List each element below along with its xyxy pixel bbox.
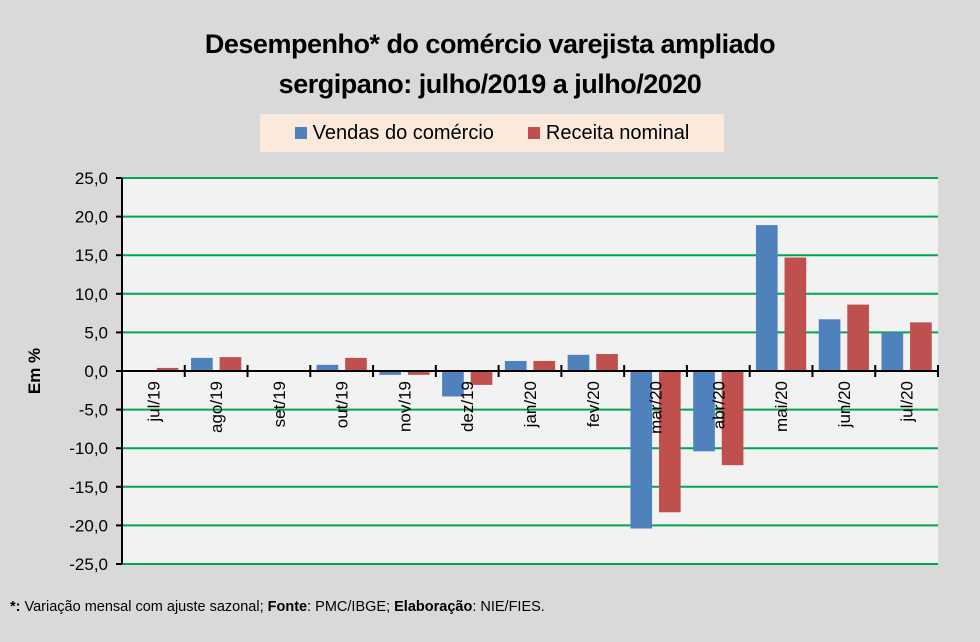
bar-vendas-jun-20: [818, 319, 841, 371]
y-tick-label: 5,0: [84, 323, 108, 342]
x-tick-label: ago/19: [207, 381, 226, 433]
bar-vendas-mar-20: [630, 371, 653, 529]
x-tick-label: jan/20: [521, 381, 540, 428]
bar-vendas-mai-20: [755, 225, 778, 371]
legend-item-vendas: Vendas do comércio: [294, 121, 494, 145]
footnote-asterisk: *:: [10, 599, 21, 615]
y-tick-label: 10,0: [75, 285, 108, 304]
bar-receita-mai-20: [784, 257, 807, 371]
legend: Vendas do comércio Receita nominal: [260, 114, 724, 152]
bar-vendas-ago-19: [191, 357, 213, 371]
bar-vendas-abr-20: [693, 371, 715, 452]
y-axis-label: Em %: [25, 348, 44, 394]
x-tick-label: jun/20: [835, 381, 854, 428]
bar-receita-ago-19: [219, 357, 242, 371]
bar-receita-jul-20: [910, 322, 932, 371]
bar-vendas-out-19: [316, 364, 339, 371]
y-tick-label: 25,0: [75, 169, 108, 188]
chart-title-line-2: sergipano: julho/2019 a julho/2020: [278, 69, 702, 99]
x-tick-label: jul/20: [898, 381, 917, 423]
x-tick-label: out/19: [333, 381, 352, 428]
y-tick-label: 0,0: [84, 362, 108, 381]
y-tick-label: -10,0: [69, 439, 108, 458]
x-tick-labels: jul/19 ago/19 set/19 out/19 nov/19 dez/19 jan/…: [144, 381, 916, 434]
gridlines: [122, 177, 938, 565]
bar-vendas-nov-19: [379, 371, 402, 375]
footnote-text-1: Variação mensal com ajuste sazonal;: [20, 599, 268, 615]
bars: [156, 225, 932, 529]
chart-title-line-1: Desempenho* do comércio varejista amplia…: [204, 29, 776, 59]
x-tick-label: mai/20: [772, 381, 791, 432]
bar-vendas-fev-20: [567, 354, 590, 371]
footnote: *: Variação mensal com ajuste sazonal; F…: [10, 599, 545, 615]
bar-vendas-dez-19: [442, 371, 464, 397]
legend-item-receita: Receita nominal: [527, 121, 690, 145]
legend-label-receita: Receita nominal: [545, 121, 690, 144]
legend-swatch-vendas: [294, 127, 307, 139]
y-tick-labels: 25,0 20,0 15,0 10,0 5,0 0,0 -5,0 -10,0 -15,0 -20,…: [69, 169, 108, 574]
chart-title: Desempenho* do comércio varejista amplia…: [0, 24, 980, 104]
footnote-elaboracao-label: Elaboração: [394, 599, 473, 615]
bar-vendas-jan-20: [504, 360, 527, 371]
footnote-text-2: : PMC/IBGE;: [307, 599, 395, 615]
bar-receita-out-19: [345, 357, 367, 371]
legend-swatch-receita: [527, 127, 540, 139]
axes: [116, 177, 939, 565]
x-tick-label: mar/20: [647, 381, 666, 434]
y-tick-label: -15,0: [69, 478, 108, 497]
footnote-fonte-label: Fonte: [267, 599, 308, 615]
x-tick-label: jul/19: [144, 381, 163, 423]
legend-label-vendas: Vendas do comércio: [312, 121, 494, 144]
bar-receita-mar-20: [658, 371, 681, 513]
bar-receita-jan-20: [533, 360, 556, 371]
bar-receita-fev-20: [596, 354, 618, 371]
y-tick-label: 20,0: [75, 208, 108, 227]
bar-receita-nov-19: [407, 371, 430, 375]
x-tick-label: abr/20: [709, 381, 728, 429]
x-tick-label: fev/20: [584, 381, 603, 427]
bar-receita-abr-20: [721, 371, 744, 466]
bar-vendas-jul-20: [881, 332, 904, 371]
bar-receita-jul-19: [156, 367, 179, 371]
y-tick-label: -25,0: [69, 555, 108, 574]
footnote-text-3: : NIE/FIES.: [472, 599, 545, 615]
y-tick-label: -5,0: [79, 401, 108, 420]
y-tick-label: 15,0: [75, 246, 108, 265]
bar-receita-dez-19: [470, 371, 493, 385]
x-tick-label: set/19: [270, 381, 289, 427]
y-tick-label: -20,0: [69, 516, 108, 535]
x-tick-label: nov/19: [395, 381, 414, 432]
bar-receita-jun-20: [847, 304, 869, 371]
x-tick-label: dez/19: [458, 381, 477, 432]
